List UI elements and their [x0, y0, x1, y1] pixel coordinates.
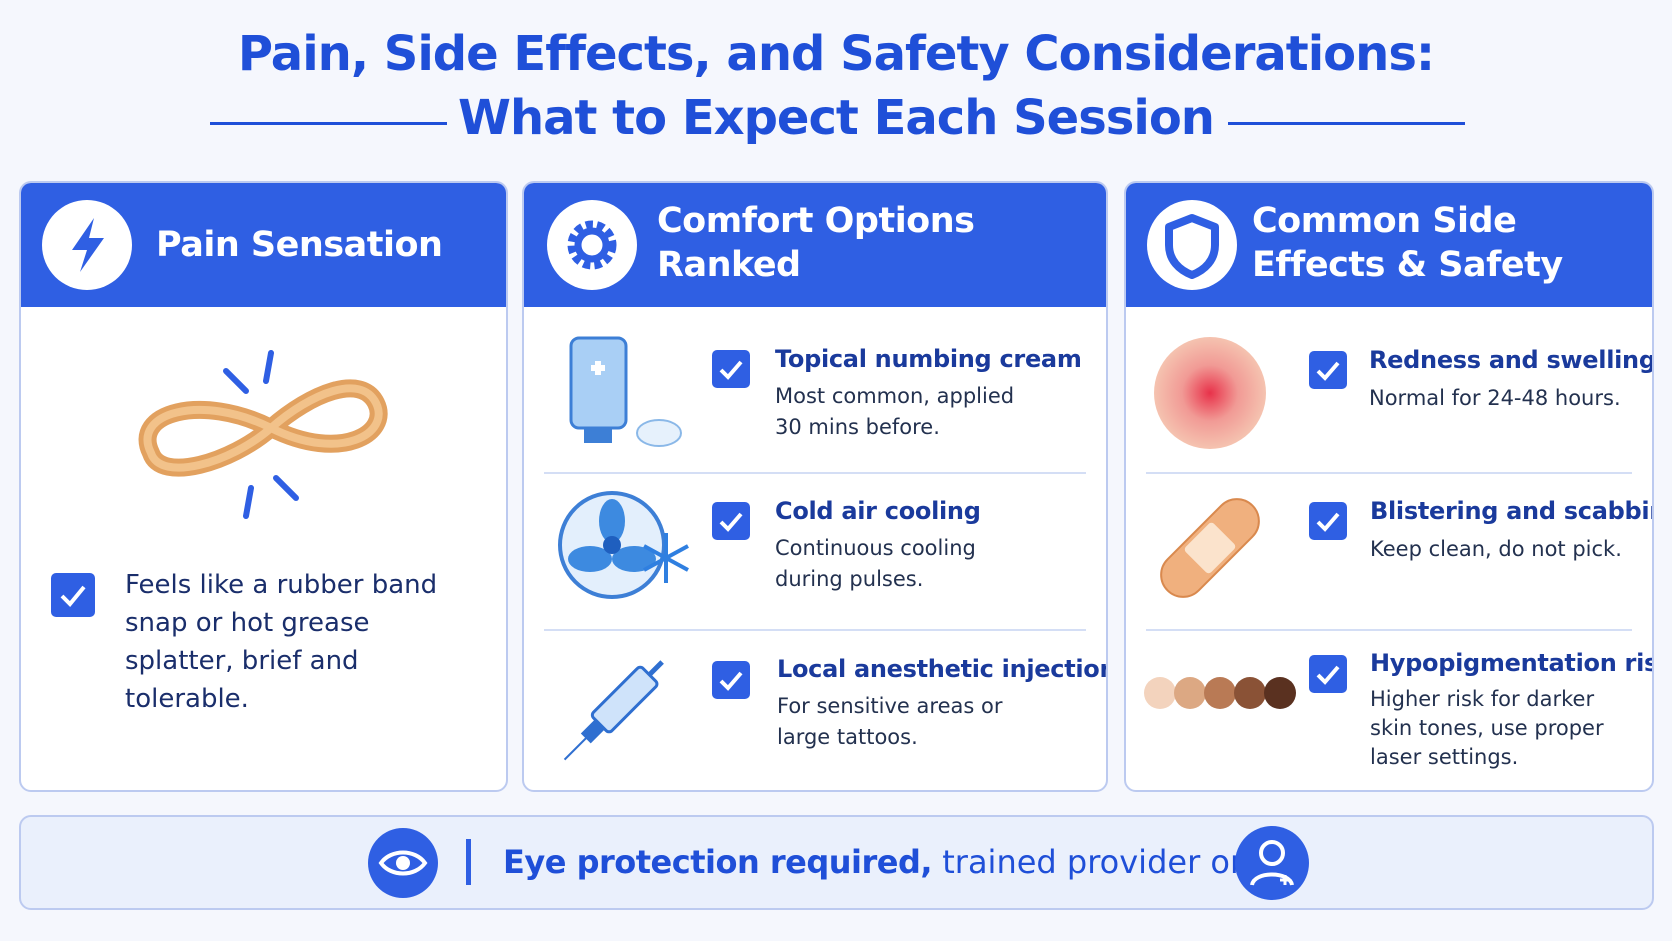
item-text: Higher risk for darker skin tones, use p… [1370, 687, 1604, 769]
syringe-icon [563, 660, 664, 761]
item-title: Cold air cooling [775, 497, 981, 525]
separator [1146, 629, 1632, 631]
redness-icon [1154, 337, 1266, 449]
checkbox [1309, 502, 1347, 540]
panel-side-effects: Common Side Effects & Safety Redness and… [1124, 181, 1654, 792]
separator [544, 629, 1086, 631]
item-text: Keep clean, do not pick. [1370, 537, 1622, 561]
item-text: Continuous cooling during pulses. [775, 536, 976, 591]
item-text: Feels like a rubber band snap or hot gre… [125, 570, 438, 714]
item-title: Redness and swelling [1369, 346, 1654, 374]
item-title: Blistering and scabbing [1370, 497, 1654, 525]
skin-tones-icon [1144, 677, 1296, 709]
title-rule [1228, 122, 1465, 125]
panel-title: Pain Sensation [156, 225, 443, 265]
panel-header: Pain Sensation [21, 183, 506, 307]
item-title: Local anesthetic injection [777, 655, 1108, 683]
provider-icon [1235, 826, 1309, 900]
item-text: Most common, applied 30 mins before. [775, 384, 1015, 439]
separator [544, 472, 1086, 474]
panel-pain: Pain Sensation Feels like a rubber band … [19, 181, 508, 792]
checkbox [51, 573, 95, 617]
item-title: Topical numbing cream [775, 345, 1082, 373]
eye-icon [368, 828, 438, 898]
cream-icon [569, 336, 682, 447]
item-text: For sensitive areas or large tattoos. [777, 694, 1003, 749]
panel-header: Common Side Effects & Safety [1126, 183, 1652, 307]
footer-text: Eye protection required, trained provide… [503, 843, 1284, 881]
checkbox [712, 502, 750, 540]
fan-icon [558, 491, 689, 599]
gear-icon [567, 220, 617, 270]
title-line-1: Pain, Side Effects, and Safety Considera… [237, 26, 1435, 82]
checkbox [1309, 351, 1347, 389]
icon-badge [1147, 200, 1237, 290]
title-line-2: What to Expect Each Session [458, 90, 1215, 146]
item-title: Hypopigmentation risk [1370, 649, 1654, 677]
item-text: Normal for 24-48 hours. [1369, 386, 1621, 410]
icon-badge [42, 200, 132, 290]
panel-title: Comfort Options Ranked [657, 201, 975, 285]
divider [466, 839, 471, 885]
checkbox [712, 350, 750, 388]
checkbox [712, 661, 750, 699]
footer-normal: trained provider only. [942, 843, 1284, 881]
panel-comfort: Comfort Options Ranked Topical numbing c… [522, 181, 1108, 792]
checkbox [1309, 655, 1347, 693]
footer-bold: Eye protection required, [503, 843, 933, 881]
icon-badge [547, 200, 637, 290]
separator [1146, 472, 1632, 474]
panel-header: Comfort Options Ranked [524, 183, 1106, 307]
footer-banner: Eye protection required, trained provide… [19, 815, 1654, 910]
shield-icon [1165, 214, 1219, 279]
bandage-icon [1160, 498, 1260, 598]
bolt-icon [72, 218, 104, 272]
title-rule [210, 122, 447, 125]
rubber-band-illustration [138, 350, 388, 519]
panel-title: Common Side Effects & Safety [1252, 201, 1563, 285]
